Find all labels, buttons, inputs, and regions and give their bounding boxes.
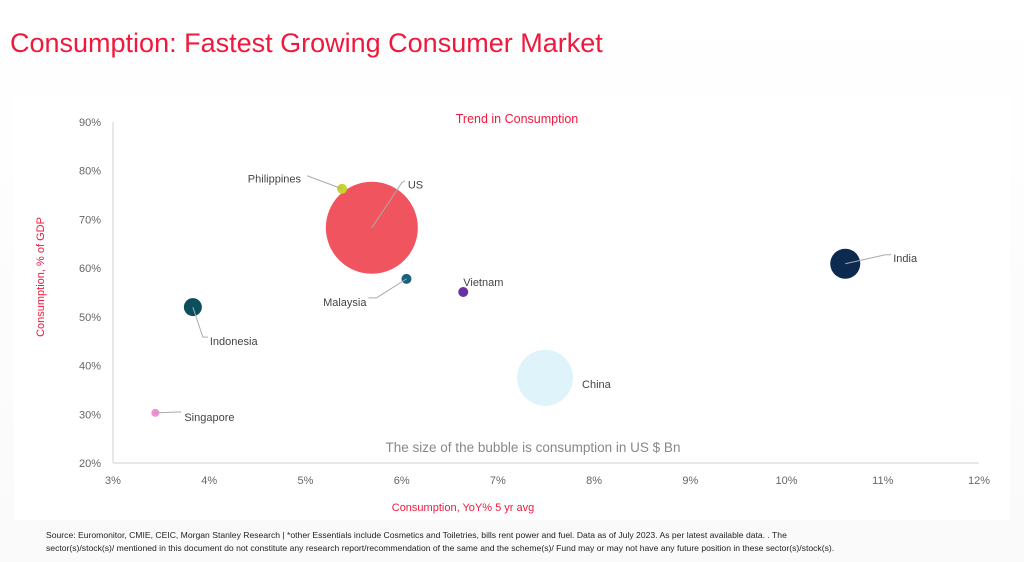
y-tick-label: 40%	[79, 361, 101, 373]
footnote-line-2: sector(s)/stock(s)/ mentioned in this do…	[46, 543, 835, 553]
bubble-size-note: The size of the bubble is consumption in…	[386, 440, 681, 455]
data-label: US	[408, 180, 423, 192]
leader-line	[845, 254, 892, 265]
data-label: Philippines	[248, 174, 302, 186]
y-tick-label: 30%	[79, 409, 101, 421]
x-tick-label: 12%	[968, 475, 990, 487]
data-label: India	[893, 253, 918, 265]
x-axis-title: Consumption, YoY% 5 yr avg	[392, 502, 534, 514]
data-label: Malaysia	[323, 297, 367, 309]
x-tick-label: 6%	[394, 475, 410, 487]
y-tick-label: 20%	[79, 458, 101, 470]
page-title: Consumption: Fastest Growing Consumer Ma…	[10, 28, 603, 58]
bubble-us	[325, 181, 418, 274]
x-tick-label: 3%	[105, 475, 121, 487]
x-tick-label: 5%	[297, 475, 313, 487]
x-tick-label: 9%	[682, 475, 698, 487]
source-footnote: Source: Euromonitor, CMIE, CEIC, Morgan …	[46, 529, 1016, 555]
x-tick-label: 8%	[586, 475, 602, 487]
y-axis-title: Consumption, % of GDP	[35, 217, 47, 337]
bubble-china	[517, 349, 574, 406]
y-tick-label: 70%	[79, 214, 101, 226]
chart-title: Trend in Consumption	[456, 112, 579, 126]
x-tick-label: 4%	[201, 475, 217, 487]
x-tick-label: 11%	[872, 475, 893, 487]
chart-panel	[14, 95, 1010, 520]
y-tick-label: 50%	[79, 312, 101, 324]
x-tick-label: 10%	[776, 475, 798, 487]
y-tick-label: 60%	[79, 263, 101, 275]
y-tick-label: 80%	[79, 166, 101, 178]
leader-line	[155, 411, 182, 414]
x-tick-label: 7%	[490, 475, 506, 487]
data-label: China	[582, 379, 612, 391]
footnote-line-1: Source: Euromonitor, CMIE, CEIC, Morgan …	[46, 530, 787, 540]
data-label: Indonesia	[210, 336, 259, 348]
leader-line	[368, 278, 407, 299]
data-label: Singapore	[184, 412, 234, 424]
data-label: Vietnam	[463, 277, 503, 289]
leader-line	[192, 306, 208, 338]
leader-line	[306, 175, 343, 190]
y-tick-label: 90%	[79, 117, 101, 129]
bubble-vietnam	[458, 287, 469, 298]
leader-line	[371, 180, 406, 228]
